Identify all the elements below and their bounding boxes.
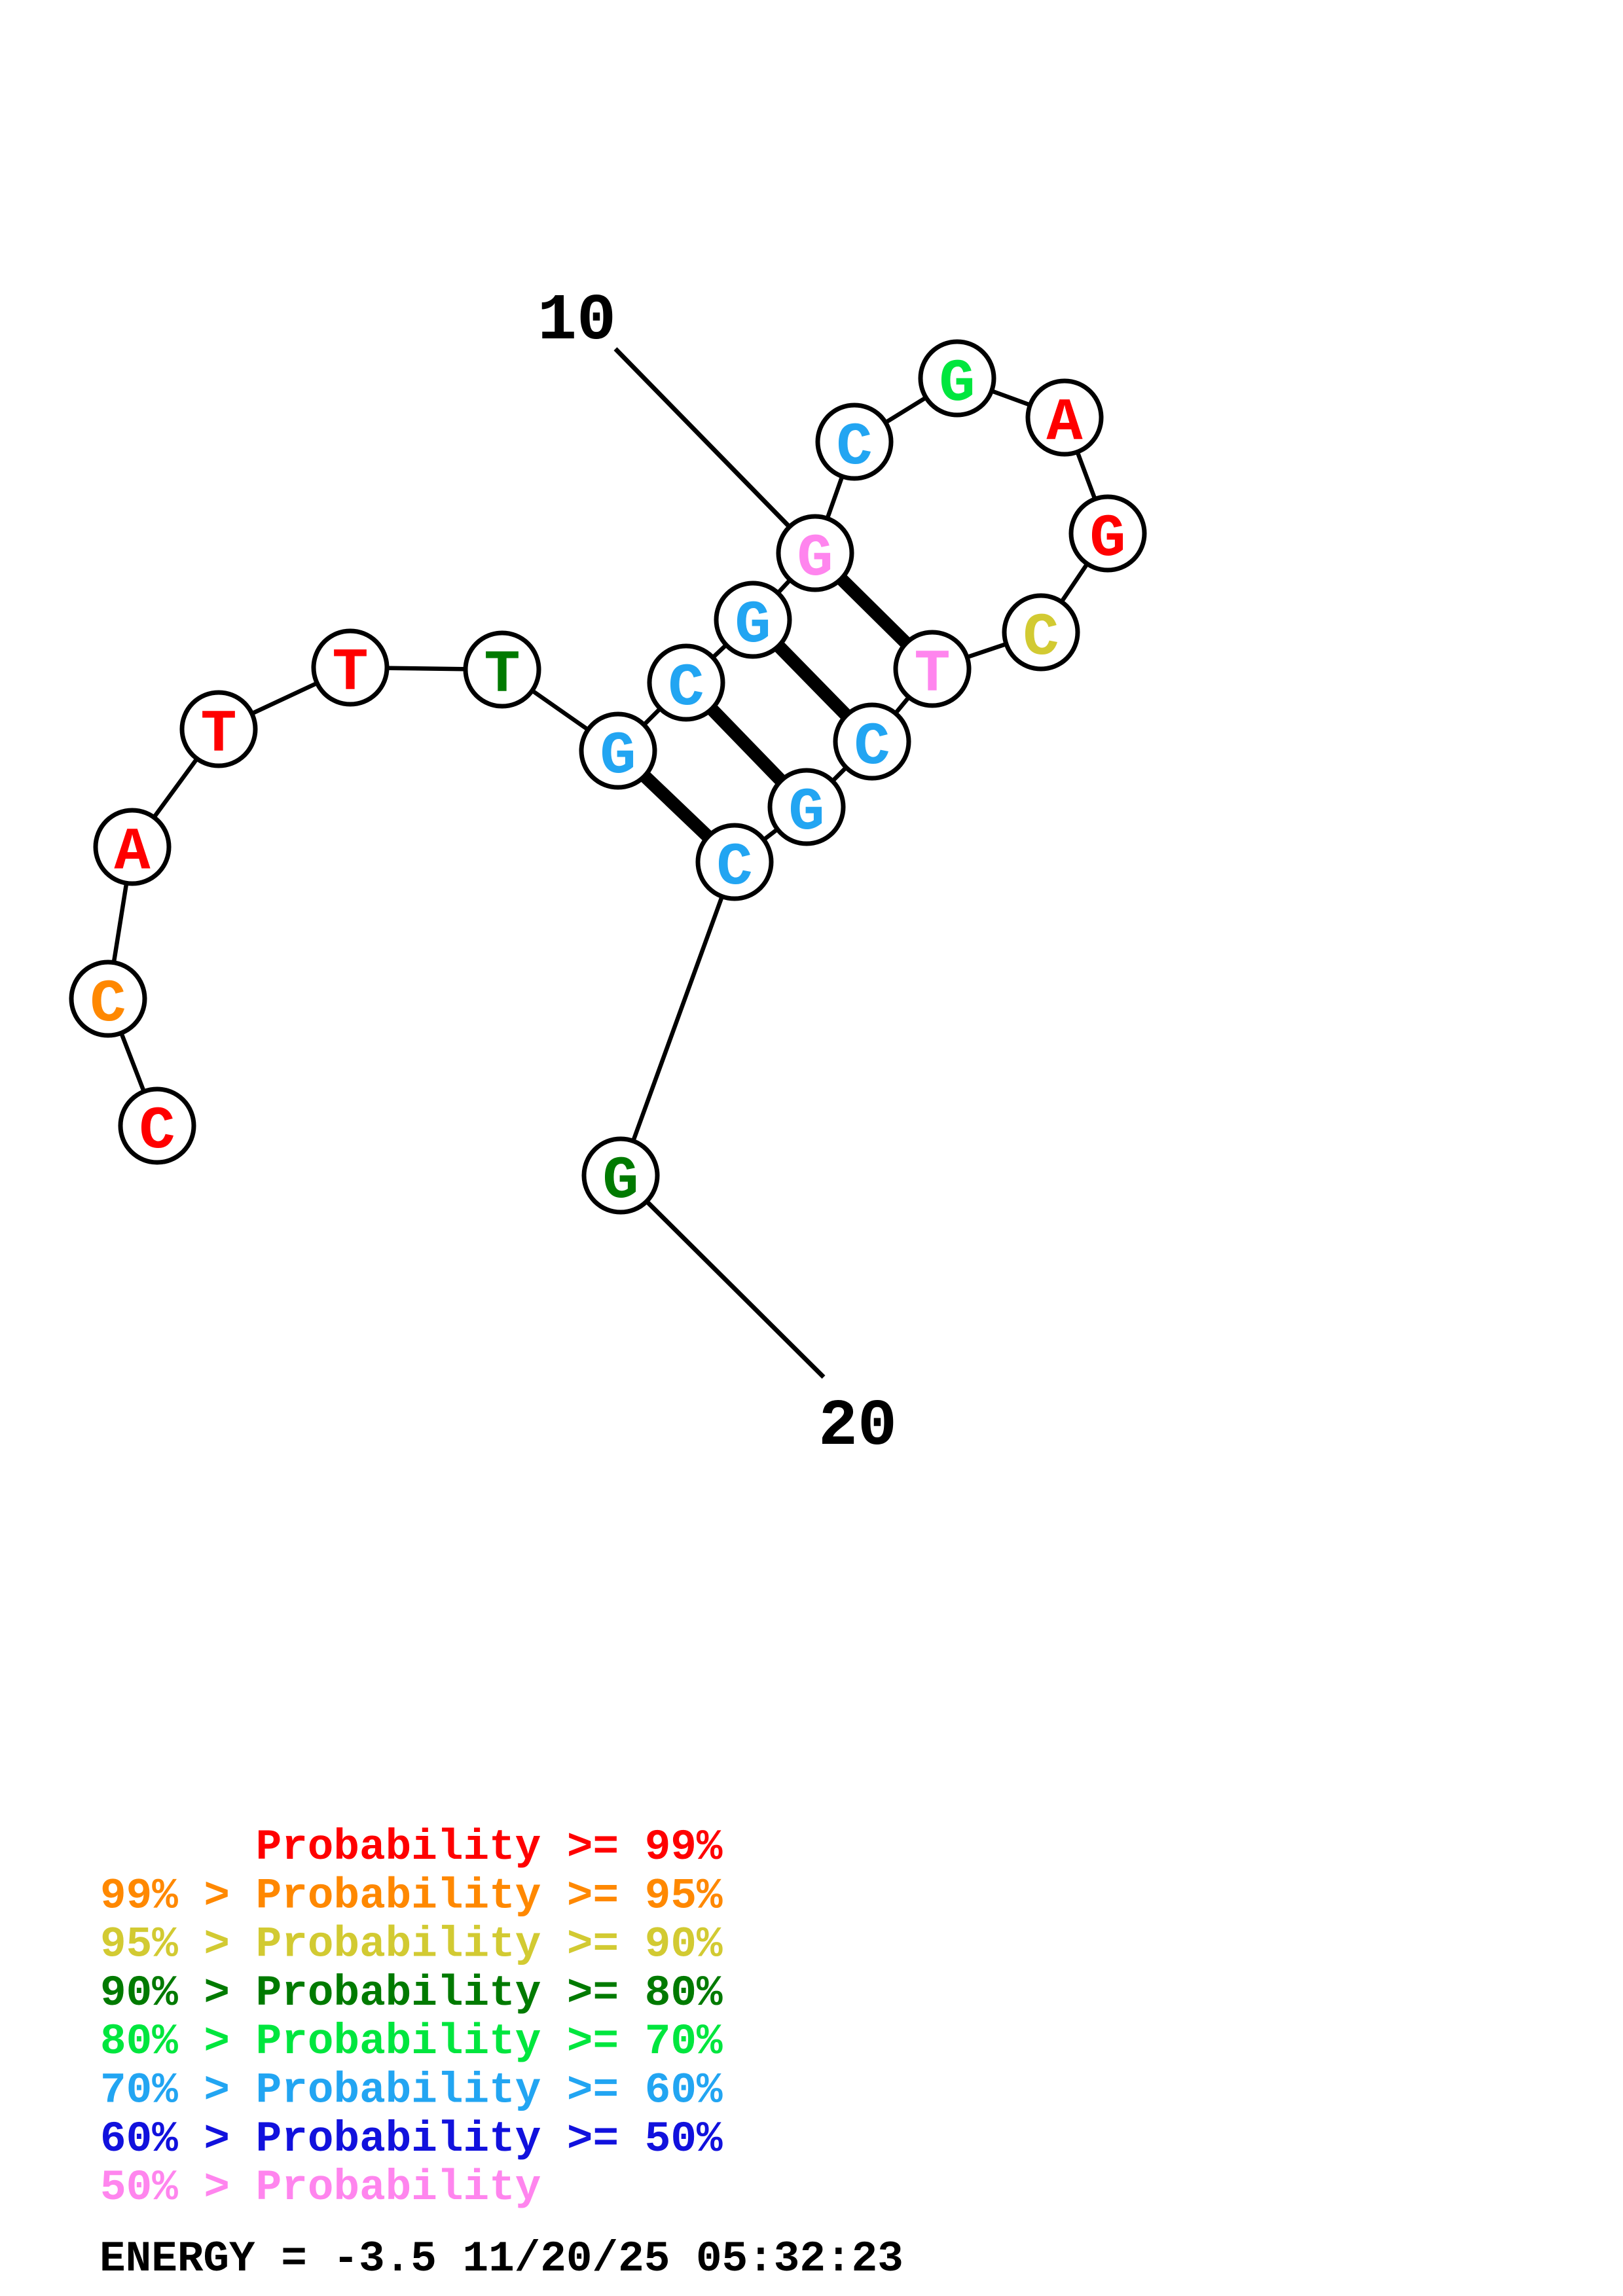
nucleotide-node: G — [581, 1136, 660, 1215]
nucleotide-letter: T — [484, 641, 520, 709]
nucleotide-letter: G — [788, 778, 824, 847]
nucleotide-node: C — [833, 702, 911, 781]
nucleotide-circle — [118, 1086, 196, 1165]
nucleotide-circle — [767, 768, 846, 846]
nucleotide-node: T — [179, 690, 258, 769]
label-leader-line — [619, 1174, 826, 1379]
nucleotide-circle — [579, 711, 657, 790]
nucleotide-node: T — [893, 630, 972, 709]
nucleotide-node: C — [695, 823, 774, 902]
nucleotide-letter: T — [332, 639, 368, 708]
sequence-number-label-10: 10 — [538, 285, 616, 359]
legend-row: 80% > Probability >= 70% — [100, 2017, 723, 2066]
nucleotide-node: C — [69, 960, 147, 1039]
label-leader-lines — [613, 347, 826, 1379]
nucleotide-letter: T — [200, 700, 236, 769]
nucleotide-node: G — [918, 339, 996, 418]
nucleotide-circle — [833, 702, 911, 781]
nucleotide-circle — [918, 339, 996, 418]
nucleotide-node: A — [1025, 378, 1104, 457]
probability-legend: Probability >= 99%99% > Probability >= 9… — [100, 1823, 723, 2212]
nucleotide-circle — [311, 628, 390, 707]
nucleotide-circle — [1025, 378, 1104, 457]
nucleotide-circle — [463, 630, 541, 709]
nucleotide-node: G — [714, 581, 792, 660]
nucleotide-node: T — [463, 630, 541, 709]
nucleotide-circle — [776, 514, 854, 592]
nucleotide-letter: G — [602, 1147, 638, 1215]
nucleotide-letter: A — [1046, 389, 1083, 457]
legend-row: 99% > Probability >= 95% — [100, 1871, 723, 1920]
legend-row: 70% > Probability >= 60% — [100, 2066, 723, 2115]
nucleotide-node: A — [93, 808, 172, 887]
nucleotide-node: G — [776, 514, 854, 593]
sequence-number-labels: 10 20 — [538, 285, 897, 1464]
legend-row: 50% > Probability — [100, 2163, 541, 2212]
nucleotide-node: G — [1068, 494, 1147, 573]
nucleotide-circle — [581, 1136, 660, 1215]
legend-row: 95% > Probability >= 90% — [100, 1920, 723, 1969]
nucleotide-node: C — [118, 1086, 196, 1166]
nucleotide-letter: G — [797, 524, 833, 593]
nucleotide-letter: C — [139, 1097, 175, 1166]
nucleotide-node: G — [579, 711, 657, 791]
nucleotide-letter: T — [914, 640, 950, 709]
nucleotide-circle — [714, 581, 792, 659]
nucleotide-letter: C — [836, 413, 872, 482]
legend-row: Probability >= 99% — [256, 1823, 723, 1872]
nucleotide-circle — [179, 690, 258, 768]
nucleotide-node: C — [1002, 593, 1080, 672]
nucleotide-letter: G — [939, 350, 975, 418]
nucleotide-node: C — [815, 403, 894, 482]
label-leader-line — [613, 347, 817, 555]
nucleotide-node: G — [767, 768, 846, 847]
nucleotide-letter: C — [854, 713, 890, 781]
nucleotide-letter: C — [716, 833, 752, 902]
legend-row: 60% > Probability >= 50% — [100, 2115, 723, 2164]
nucleotide-circle — [1068, 494, 1147, 573]
nucleotide-letter: C — [90, 970, 126, 1039]
nucleotide-circle — [69, 960, 147, 1038]
nucleotide-letter: A — [114, 818, 151, 887]
nucleotide-circle — [647, 643, 725, 722]
legend-row: 90% > Probability >= 80% — [100, 1969, 723, 2018]
nucleotide-circle — [1002, 593, 1080, 672]
nucleotide-node: C — [647, 643, 725, 723]
nucleotide-letter: G — [735, 591, 771, 660]
nucleotide-circle — [893, 630, 972, 708]
energy-footer: ENERGY = -3.5 11/20/25 05:32:23 — [100, 2234, 903, 2284]
nucleotide-circle — [695, 823, 774, 901]
sequence-number-label-20: 20 — [818, 1390, 897, 1464]
nucleotide-letter: G — [1089, 505, 1125, 573]
nucleotide-letter: C — [668, 654, 704, 723]
backbone-edge — [618, 861, 737, 1177]
nucleotide-node: T — [311, 628, 390, 708]
nucleotide-letter: C — [1023, 603, 1059, 672]
nucleotide-letter: G — [600, 722, 636, 791]
nucleotide-circle — [815, 403, 894, 481]
nucleotide-circle — [93, 808, 172, 886]
